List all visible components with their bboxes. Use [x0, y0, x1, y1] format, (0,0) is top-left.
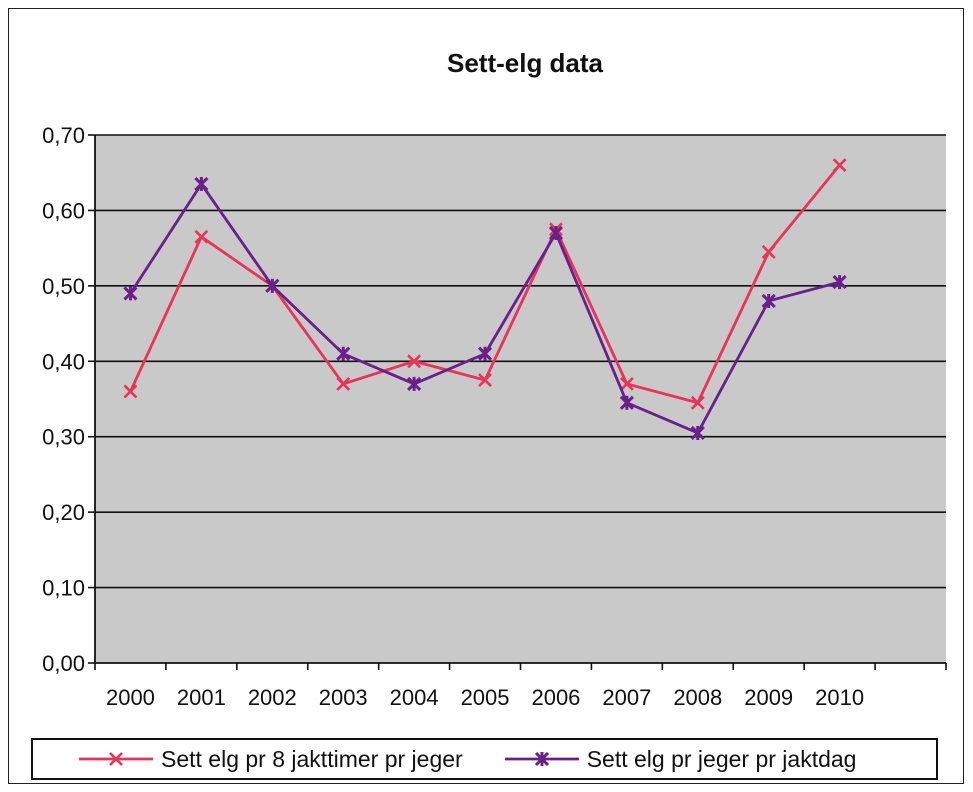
data-point: [548, 225, 564, 241]
y-tick-label: 0,50: [42, 274, 85, 299]
x-tick-label: 2004: [390, 685, 439, 710]
y-tick-label: 0,30: [42, 425, 85, 450]
x-tick-label: 2000: [106, 685, 155, 710]
gridlines: [88, 134, 946, 664]
series-2: [123, 176, 847, 441]
data-point: [123, 384, 138, 399]
legend-label-series-2: Sett elg pr jeger pr jaktdag: [586, 745, 857, 772]
legend-swatch-series-2: [504, 751, 579, 767]
data-point: [619, 395, 634, 410]
data-point: [407, 354, 422, 369]
x-tick-label: 2003: [319, 685, 368, 710]
legend-marker: [534, 751, 549, 767]
series-lines: [123, 158, 847, 441]
y-tick-label: 0,60: [42, 198, 85, 223]
data-point: [123, 286, 138, 301]
data-point: [761, 244, 776, 259]
axes: [94, 135, 947, 670]
y-tick-label: 0,70: [42, 123, 85, 148]
data-point: [690, 395, 705, 410]
data-point: [832, 158, 847, 173]
data-point: [336, 376, 351, 391]
x-tick-label: 2007: [602, 685, 651, 710]
y-tick-label: 0,20: [42, 500, 85, 525]
x-tick-labels: 2000 2001 2002 2003 2004 2005 2006 2007 2008 2009…: [106, 685, 864, 710]
y-tick-label: 0,10: [42, 576, 85, 601]
x-tick-label: 2008: [673, 685, 722, 710]
x-tick-label: 2006: [531, 685, 580, 710]
x-tick-label: 2009: [744, 685, 793, 710]
legend-swatch-series-1: [79, 752, 153, 766]
data-point: [194, 229, 209, 244]
data-point: [690, 425, 705, 441]
data-point: [336, 346, 351, 361]
legend-marker: [109, 752, 123, 766]
y-tick-labels: 0,00 0,10 0,20 0,30 0,40 0,50 0,60 0,70: [42, 123, 85, 676]
data-point: [194, 176, 209, 192]
legend-entry-series-2: Sett elg pr jeger pr jaktdag: [503, 744, 857, 774]
legend: Sett elg pr 8 jakttimer pr jeger Sett el…: [31, 738, 938, 780]
x-tick-label: 2001: [177, 685, 226, 710]
data-point: [265, 278, 280, 293]
x-tick-label: 2005: [461, 685, 510, 710]
y-tick-label: 0,00: [42, 651, 85, 676]
legend-label-series-1: Sett elg pr 8 jakttimer pr jeger: [161, 745, 463, 772]
data-point: [407, 376, 422, 391]
x-tick-label: 2010: [815, 685, 864, 710]
chart-title: Sett-elg data: [447, 48, 604, 78]
series-1: [123, 158, 847, 410]
data-point: [619, 376, 634, 391]
data-point: [477, 346, 493, 361]
data-point: [832, 275, 847, 290]
data-point: [478, 373, 492, 388]
legend-entry-series-1: Sett elg pr 8 jakttimer pr jeger: [77, 744, 463, 774]
plot-area: [95, 135, 946, 663]
data-point: [761, 293, 776, 309]
y-tick-label: 0,40: [42, 349, 85, 374]
x-tick-label: 2002: [248, 685, 297, 710]
